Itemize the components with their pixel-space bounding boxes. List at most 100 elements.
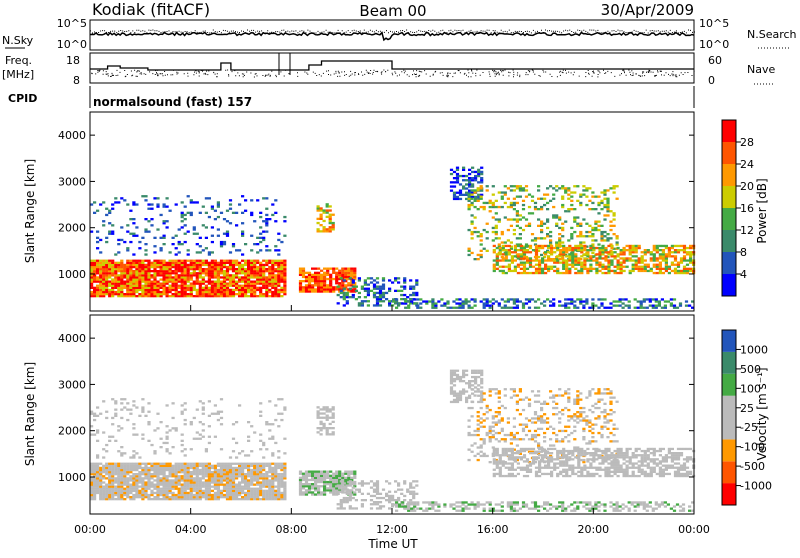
rti-cell <box>207 481 211 484</box>
rti-cell <box>274 473 278 476</box>
rti-cell <box>274 199 278 202</box>
rti-cell <box>298 271 303 274</box>
rti-cell <box>562 267 566 270</box>
rti-cell <box>663 304 667 307</box>
rti-cell <box>171 487 175 490</box>
rti-cell <box>219 448 224 451</box>
rti-cell <box>528 259 533 262</box>
rti-cell <box>210 282 214 285</box>
rti-cell <box>452 181 457 184</box>
rti-cell <box>670 269 674 273</box>
rti-cell <box>512 233 516 236</box>
rti-cell <box>314 476 318 479</box>
rti-cell <box>612 214 616 217</box>
rti-cell <box>204 261 208 264</box>
rti-cell <box>571 253 575 256</box>
rti-cell <box>171 293 175 296</box>
rti-cell <box>497 413 501 416</box>
rti-cell <box>274 270 278 273</box>
rti-cell <box>470 222 474 225</box>
rti-cell <box>177 259 181 262</box>
rti-cell <box>304 478 309 482</box>
rti-cell <box>655 257 659 260</box>
rti-cell <box>129 412 133 415</box>
rti-cell <box>515 201 519 205</box>
rti-cell <box>567 193 571 196</box>
rti-cell <box>168 276 172 279</box>
rti-cell <box>470 406 474 410</box>
rti-cell <box>207 441 211 445</box>
rti-cell <box>93 276 97 279</box>
rti-cell <box>395 306 399 309</box>
rti-cell <box>247 466 251 470</box>
rti-cell <box>129 270 133 273</box>
rti-cell <box>339 289 343 292</box>
rti-cell <box>691 306 695 309</box>
rti-cell <box>538 259 542 262</box>
rti-cell <box>174 429 178 432</box>
rti-cell <box>351 486 355 489</box>
rti-cell <box>607 267 611 270</box>
rti-cell <box>468 382 472 385</box>
rti-cell <box>222 466 227 470</box>
rti-cell <box>607 244 611 248</box>
rti-cell <box>501 244 505 248</box>
rti-cell <box>323 286 327 289</box>
rti-cell <box>543 203 547 207</box>
rti-cell <box>144 471 148 474</box>
rti-cell <box>519 249 523 252</box>
rti-cell <box>244 496 248 499</box>
rti-cell <box>477 195 481 199</box>
rti-cell <box>480 371 484 374</box>
rti-cell <box>329 288 333 291</box>
rti-cell <box>204 211 208 214</box>
rti-cell <box>198 261 202 264</box>
rti-cell <box>351 279 355 282</box>
rti-cell <box>409 279 413 282</box>
rti-cell <box>597 220 601 223</box>
rti-cell <box>159 471 163 474</box>
rti-cell <box>159 247 163 250</box>
rti-cell <box>105 261 109 264</box>
rti-cell <box>183 218 187 221</box>
rti-cell <box>244 284 248 287</box>
rti-cell <box>213 261 217 264</box>
rti-cell <box>225 272 230 275</box>
rti-cell <box>298 489 303 492</box>
rti-cell <box>658 257 662 260</box>
rti-cell <box>222 270 227 273</box>
rti-cell <box>555 214 559 217</box>
rti-cell <box>648 298 652 301</box>
rti-cell <box>268 288 272 292</box>
rti-cell <box>183 282 187 285</box>
rti-cell <box>452 300 456 303</box>
rti-cell <box>126 230 130 233</box>
rti-cell <box>314 271 318 274</box>
rti-cell <box>231 496 236 499</box>
rti-cell <box>111 483 115 486</box>
rti-cell <box>574 257 578 260</box>
rti-cell <box>159 446 163 449</box>
rti-cell <box>210 274 214 277</box>
rti-cell <box>347 290 351 293</box>
rti-cell <box>471 183 475 186</box>
rti-cell <box>183 224 187 227</box>
rti-cell <box>552 302 556 305</box>
rti-cell <box>165 489 169 492</box>
rti-cell <box>168 278 172 281</box>
rti-cell <box>610 251 614 254</box>
rti-cell <box>186 471 190 474</box>
rti-cell <box>171 427 175 430</box>
rti-cell <box>241 491 245 495</box>
rti-cell <box>353 275 357 279</box>
rti-cell <box>528 244 533 248</box>
rti-cell <box>135 496 139 499</box>
rti-cell <box>314 483 318 486</box>
rti-cell <box>105 410 109 413</box>
rti-cell <box>618 304 622 307</box>
rti-cell <box>616 263 620 266</box>
rti-cell <box>129 218 133 221</box>
rti-cell <box>228 265 233 269</box>
rti-cell <box>262 481 266 484</box>
rti-cell <box>120 272 124 275</box>
